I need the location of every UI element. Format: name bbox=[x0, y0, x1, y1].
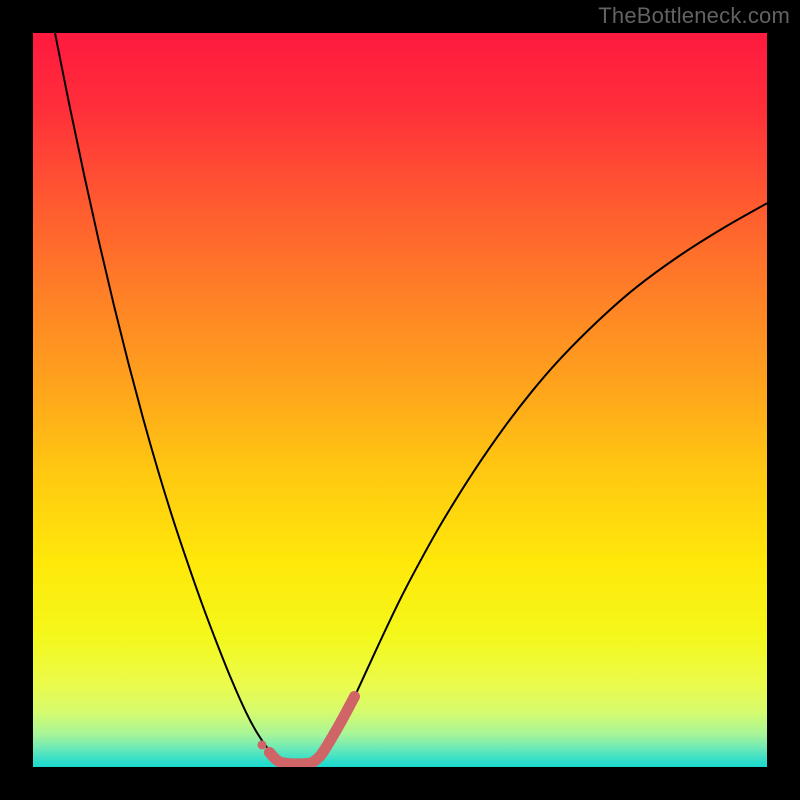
watermark-text: TheBottleneck.com bbox=[598, 3, 790, 29]
bottleneck-curve-chart bbox=[0, 0, 800, 800]
plot-background bbox=[33, 33, 767, 767]
trough-overlay-dot bbox=[258, 740, 267, 749]
